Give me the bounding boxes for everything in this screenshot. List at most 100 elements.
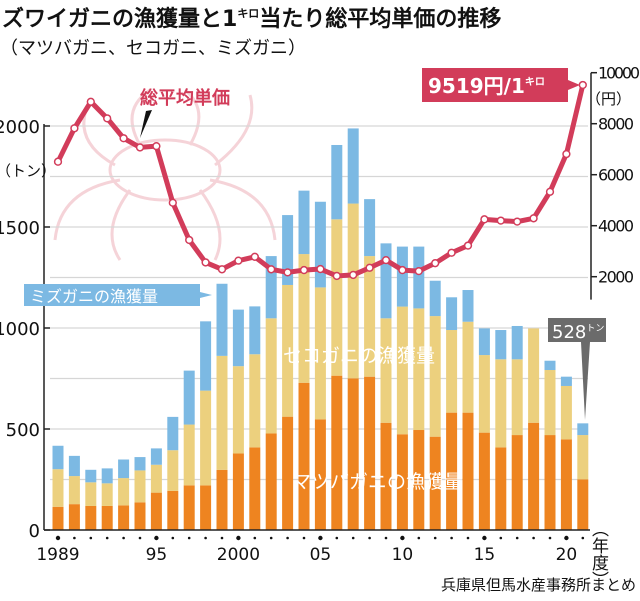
right-tick-label: 2000 — [598, 268, 634, 287]
x-tick-dot — [466, 536, 470, 540]
bar-mizu-2016 — [495, 330, 507, 360]
x-tick-dot — [564, 535, 569, 541]
x-tick-dot — [433, 536, 437, 540]
bar-matsuba-2010 — [396, 434, 408, 530]
bar-seko-1991 — [85, 482, 97, 506]
price-point-2003 — [283, 268, 292, 277]
price-point-2019 — [545, 187, 555, 196]
bar-seko-2010 — [396, 306, 408, 435]
price-point-2021 — [578, 80, 587, 90]
bar-seko-2016 — [495, 359, 507, 448]
bar-mizu-1995 — [150, 448, 162, 465]
bar-seko-2012 — [429, 316, 441, 437]
bar-matsuba-2014 — [462, 412, 474, 530]
bar-mizu-2013 — [446, 297, 458, 331]
bar-matsuba-1995 — [150, 492, 162, 530]
latest-price-value: 9519円/1 — [428, 74, 525, 98]
x-tick-label: 15 — [474, 545, 496, 565]
right-tick-label: 6000 — [598, 166, 634, 185]
bar-mizu-2009 — [380, 243, 392, 319]
seko-label: セコガニの漁獲量 — [283, 345, 435, 367]
mizu-label-box: ミズガニの漁獲量 — [24, 284, 212, 306]
chart-title: ズワイガニの漁獲量と1キロ当たり総平均単価の推移 — [2, 6, 501, 32]
price-point-2011 — [414, 266, 423, 276]
bar-mizu-2007 — [347, 128, 359, 204]
bar-seko-2021 — [577, 435, 589, 480]
bar-matsuba-2015 — [478, 432, 490, 530]
bar-matsuba-2012 — [429, 436, 441, 530]
right-axis-unit: （円） — [586, 90, 631, 108]
mizu-label: ミズガニの漁獲量 — [30, 287, 158, 306]
left-axis-unit: （トン） — [0, 162, 56, 180]
price-line-label: 総平均単価 — [140, 87, 230, 109]
bar-matsuba-2020 — [560, 439, 572, 530]
price-point-2017 — [513, 217, 522, 226]
bar-matsuba-2009 — [380, 422, 392, 530]
price-point-2008 — [365, 263, 374, 272]
x-tick-dot — [269, 536, 273, 540]
price-point-2015 — [480, 215, 489, 224]
x-tick-dot — [351, 536, 355, 540]
left-tick-label: 500 — [6, 420, 40, 441]
x-tick-dot — [89, 536, 93, 540]
bar-matsuba-2002 — [265, 433, 277, 530]
bar-mizu-1991 — [85, 469, 97, 483]
bar-seko-2014 — [462, 321, 474, 413]
axes: 0 500 1000 1500 2000 2000 4000 6000 8000 10000 198… — [0, 64, 640, 565]
x-tick-label: 05 — [310, 545, 332, 565]
price-point-1989 — [53, 157, 63, 166]
x-tick-dot — [253, 536, 257, 540]
price-point-2006 — [332, 271, 341, 281]
bar-matsuba-2011 — [413, 430, 425, 530]
price-point-2012 — [431, 259, 440, 268]
bar-matsuba-2016 — [495, 447, 507, 530]
price-point-1999 — [217, 265, 227, 274]
bar-mizu-2003 — [282, 215, 294, 285]
bar-seko-2001 — [249, 354, 261, 448]
bar-mizu-2004 — [298, 190, 310, 255]
bar-mizu-1999 — [216, 283, 228, 356]
price-point-2018 — [529, 214, 538, 223]
price-point-2007 — [349, 270, 358, 280]
chart-subtitle: （マツバガニ、セコガニ、ミズガニ） — [0, 38, 306, 59]
price-point-2020 — [562, 149, 571, 159]
x-tick-dot — [204, 536, 207, 540]
x-tick-dot — [154, 535, 159, 541]
bar-seko-1992 — [101, 483, 113, 506]
bar-matsuba-2005 — [314, 419, 326, 530]
bar-seko-2008 — [364, 256, 376, 377]
bar-seko-1990 — [68, 476, 80, 505]
x-tick-dot — [138, 536, 142, 540]
bar-matsuba-1999 — [216, 469, 228, 530]
bar-matsuba-1996 — [167, 490, 179, 530]
x-tick-dot — [417, 536, 421, 540]
price-point-2005 — [316, 264, 325, 274]
bar-seko-2009 — [380, 318, 392, 423]
bar-seko-2004 — [298, 254, 310, 383]
latest-catch-callout: 528トン — [548, 318, 606, 420]
x-tick-dot — [368, 536, 371, 540]
x-tick-dot — [55, 535, 61, 541]
bar-matsuba-2006 — [331, 375, 343, 530]
bar-seko-2015 — [478, 355, 490, 433]
bar-seko-2007 — [347, 203, 359, 379]
latest-price-unit: キロ — [525, 76, 545, 88]
bar-seko-1989 — [52, 469, 64, 507]
bar-seko-2006 — [331, 219, 343, 376]
price-label-pointer — [140, 110, 152, 138]
bar-seko-1997 — [183, 424, 195, 486]
bar-mizu-2005 — [314, 201, 326, 288]
x-axis-label-text: （年度） — [588, 520, 609, 588]
bar-matsuba-1994 — [134, 502, 146, 530]
bar-seko-1999 — [216, 355, 228, 470]
x-tick-dot — [400, 535, 405, 541]
left-tick-label: 0 — [29, 521, 40, 542]
price-point-2016 — [496, 216, 505, 225]
price-point-1992 — [103, 114, 112, 123]
x-tick-label: 95 — [146, 545, 168, 565]
x-tick-dot — [122, 536, 125, 540]
x-tick-dot — [105, 536, 109, 540]
price-point-2014 — [463, 241, 473, 250]
bar-matsuba-2019 — [544, 435, 556, 530]
bar-mizu-2002 — [265, 256, 277, 319]
